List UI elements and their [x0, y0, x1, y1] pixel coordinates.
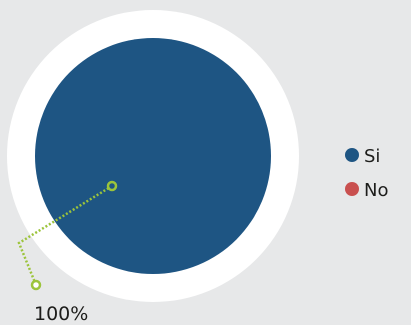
- leader-end-dot: [30, 279, 42, 291]
- legend-marker-si: [345, 148, 359, 162]
- data-label-si: 100%: [34, 303, 88, 325]
- legend-label-si: Si: [364, 146, 380, 167]
- data-label-leader: [17, 180, 118, 291]
- pie-slice-si: [35, 38, 271, 274]
- leader-start-dot: [106, 180, 118, 192]
- legend-label-no: No: [364, 180, 388, 201]
- legend: Si No: [345, 146, 388, 201]
- legend-marker-no: [345, 182, 359, 196]
- pie-slices: [35, 38, 271, 274]
- leader-line: [17, 184, 113, 286]
